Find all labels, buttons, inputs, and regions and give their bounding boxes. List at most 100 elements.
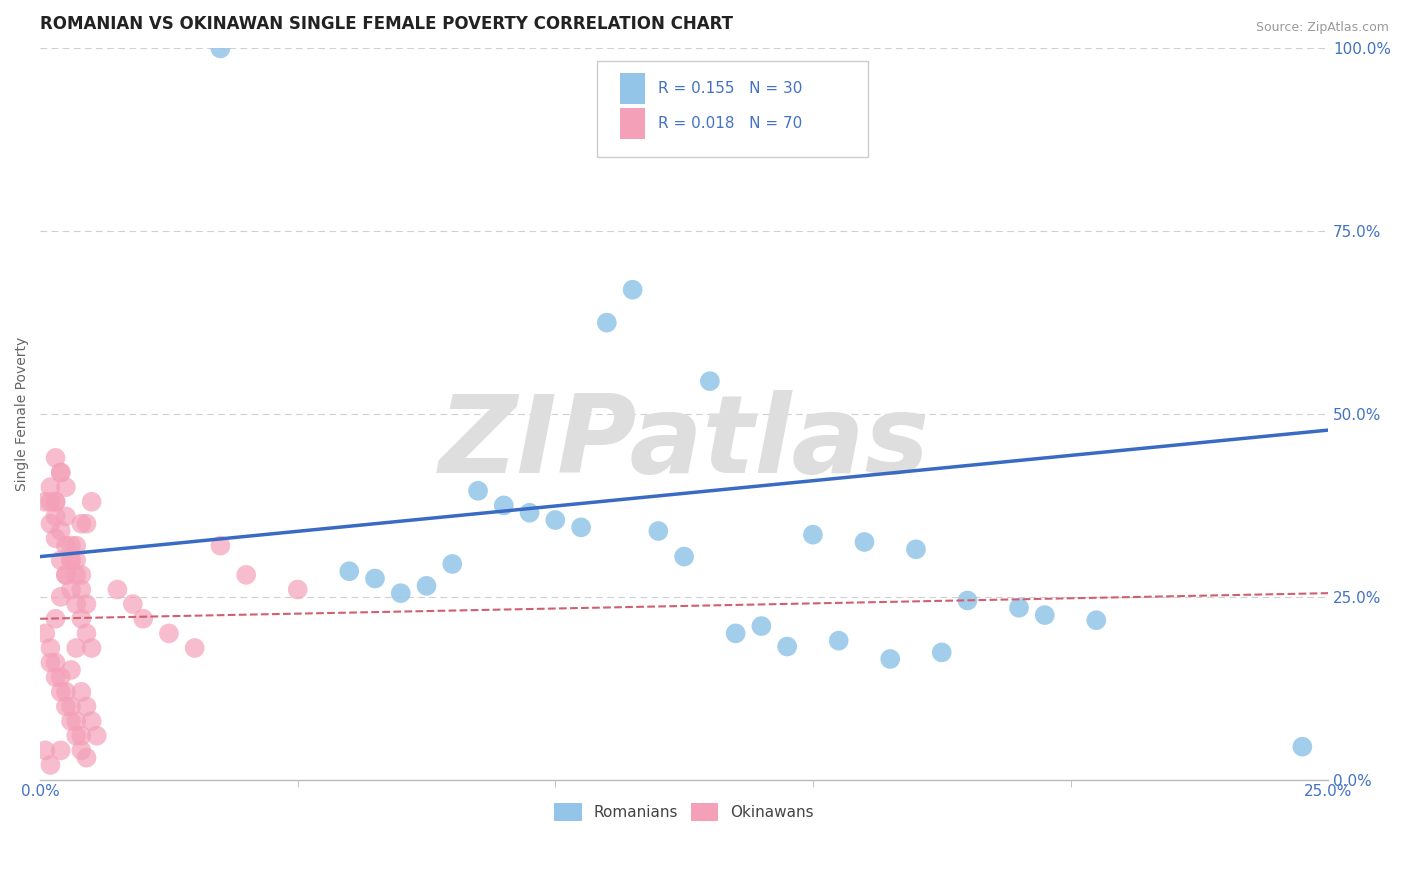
Point [39,640,62,655]
Point [45,656,67,670]
Point [183,640,205,655]
Point [45,612,67,626]
Point [699,374,721,388]
Point [49,685,72,699]
Point [751,619,773,633]
Point [519,506,541,520]
Point [596,316,619,330]
Point [55,480,77,494]
Point [157,626,180,640]
Point [65,567,87,582]
Point [956,593,979,607]
Point [65,553,87,567]
Point [70,516,93,531]
Point [34,743,56,757]
Point [776,640,799,654]
Point [132,612,155,626]
Point [569,520,592,534]
Point [415,579,437,593]
Text: Source: ZipAtlas.com: Source: ZipAtlas.com [1256,21,1389,34]
Point [70,685,93,699]
FancyBboxPatch shape [596,61,869,157]
Y-axis label: Single Female Poverty: Single Female Poverty [15,337,30,491]
Point [76,699,98,714]
Point [209,539,232,553]
Point [76,597,98,611]
Point [39,758,62,772]
Point [70,582,93,597]
Point [45,670,67,684]
Point [55,685,77,699]
Point [39,656,62,670]
Point [441,557,464,571]
Point [364,572,387,586]
Legend: Romanians, Okinawans: Romanians, Okinawans [548,797,820,827]
Point [60,553,83,567]
Point [45,495,67,509]
Point [49,553,72,567]
Point [492,499,515,513]
Point [76,626,98,640]
Point [337,564,360,578]
Point [621,283,644,297]
Point [65,597,87,611]
Point [60,699,83,714]
Point [60,714,83,728]
Point [49,670,72,684]
Point [65,640,87,655]
Point [55,699,77,714]
FancyBboxPatch shape [620,109,645,139]
Point [904,542,927,557]
Point [65,729,87,743]
Point [105,582,128,597]
Point [209,41,232,55]
Point [49,524,72,538]
Point [45,532,67,546]
Text: R = 0.155   N = 30: R = 0.155 N = 30 [658,81,803,96]
Point [724,626,747,640]
Text: ZIPatlas: ZIPatlas [439,391,929,496]
Point [76,516,98,531]
Point [828,633,851,648]
Point [80,495,103,509]
Point [121,597,143,611]
Point [49,743,72,757]
Point [55,567,77,582]
Point [60,582,83,597]
Point [65,714,87,728]
Point [80,640,103,655]
Point [39,495,62,509]
Point [60,553,83,567]
Point [45,495,67,509]
Point [70,567,93,582]
Point [39,480,62,494]
Point [235,567,257,582]
Point [55,539,77,553]
Point [34,626,56,640]
Point [60,539,83,553]
Point [39,516,62,531]
Point [49,590,72,604]
Point [801,527,824,541]
Point [287,582,309,597]
Point [49,466,72,480]
Point [70,612,93,626]
Point [34,495,56,509]
Point [70,743,93,757]
Point [86,729,108,743]
Point [1008,600,1031,615]
Text: ROMANIAN VS OKINAWAN SINGLE FEMALE POVERTY CORRELATION CHART: ROMANIAN VS OKINAWAN SINGLE FEMALE POVER… [41,15,733,33]
FancyBboxPatch shape [620,73,645,104]
Point [65,539,87,553]
Point [49,466,72,480]
Point [673,549,696,564]
Point [647,524,669,538]
Point [879,652,901,666]
Point [389,586,412,600]
Point [1033,608,1056,623]
Point [544,513,567,527]
Point [931,645,953,659]
Point [60,663,83,677]
Text: R = 0.018   N = 70: R = 0.018 N = 70 [658,116,803,131]
Point [80,714,103,728]
